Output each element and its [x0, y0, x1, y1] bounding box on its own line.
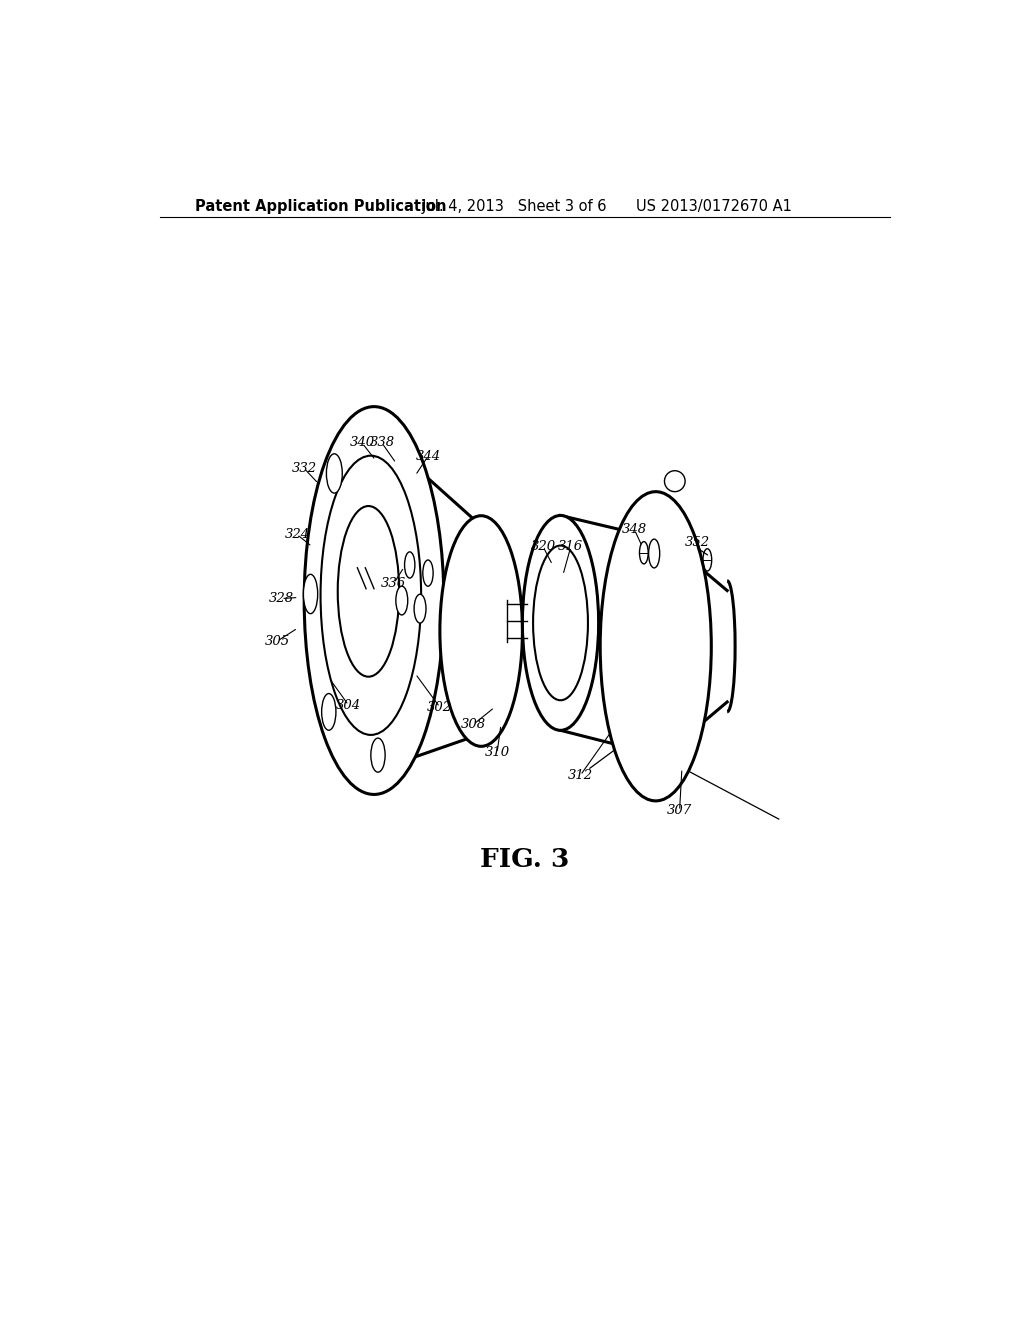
- Text: 312: 312: [567, 768, 593, 781]
- Ellipse shape: [371, 738, 385, 772]
- Text: Patent Application Publication: Patent Application Publication: [196, 199, 446, 214]
- Text: 332: 332: [292, 462, 316, 475]
- Text: 352: 352: [685, 536, 711, 549]
- Ellipse shape: [440, 516, 522, 746]
- Ellipse shape: [404, 552, 415, 578]
- Text: 316: 316: [558, 540, 584, 553]
- Text: 320: 320: [530, 540, 556, 553]
- Text: Jul. 4, 2013   Sheet 3 of 6: Jul. 4, 2013 Sheet 3 of 6: [422, 199, 607, 214]
- Ellipse shape: [396, 586, 408, 615]
- Ellipse shape: [423, 560, 433, 586]
- Text: 340: 340: [349, 437, 375, 450]
- Ellipse shape: [303, 574, 317, 614]
- Ellipse shape: [304, 407, 443, 795]
- Text: 305: 305: [264, 635, 290, 648]
- Text: 348: 348: [622, 523, 647, 536]
- Ellipse shape: [327, 454, 342, 494]
- Text: 328: 328: [268, 591, 294, 605]
- Ellipse shape: [600, 491, 712, 801]
- Ellipse shape: [414, 594, 426, 623]
- Text: 310: 310: [484, 747, 510, 759]
- Text: 336: 336: [381, 577, 407, 590]
- Text: 308: 308: [461, 718, 485, 731]
- Ellipse shape: [648, 539, 659, 568]
- Text: FIG. 3: FIG. 3: [480, 847, 569, 873]
- Ellipse shape: [522, 515, 599, 730]
- Text: 304: 304: [336, 698, 361, 711]
- Text: 344: 344: [416, 450, 440, 463]
- Ellipse shape: [665, 471, 685, 491]
- Text: 307: 307: [667, 804, 692, 817]
- Text: 338: 338: [370, 437, 394, 450]
- Ellipse shape: [322, 693, 336, 730]
- Text: 324: 324: [285, 528, 309, 541]
- Text: 302: 302: [427, 701, 453, 714]
- Text: US 2013/0172670 A1: US 2013/0172670 A1: [636, 199, 792, 214]
